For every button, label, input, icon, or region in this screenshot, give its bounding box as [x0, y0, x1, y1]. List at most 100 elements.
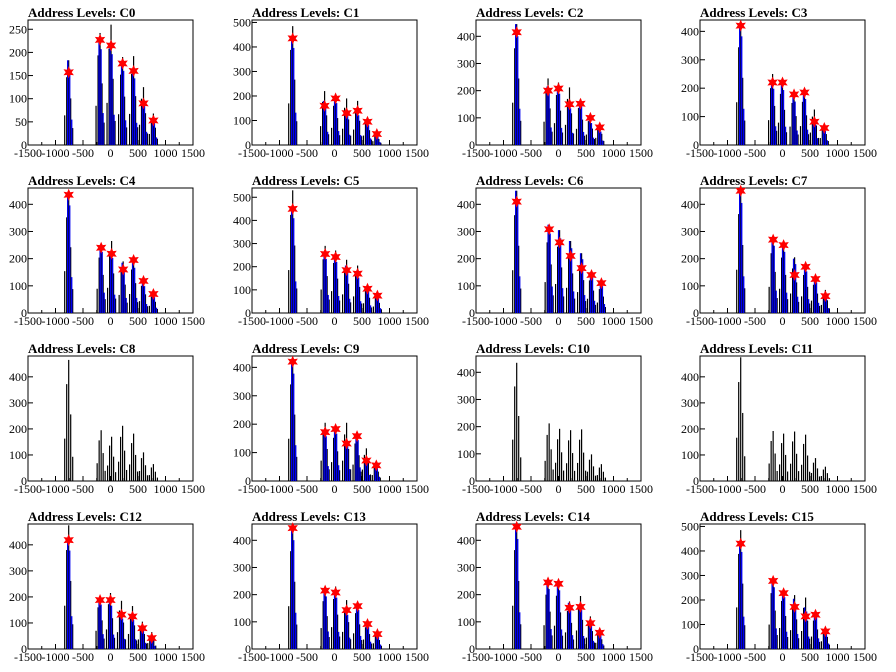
plot-frame — [475, 355, 642, 482]
peak-marker — [820, 290, 831, 303]
x-tick-label: 0 — [780, 650, 786, 664]
peak-marker — [820, 625, 831, 638]
peak-marker — [362, 115, 373, 128]
peak-marker — [63, 66, 74, 79]
x-tick-label: -1000 — [266, 314, 294, 328]
y-tick-label: 200 — [233, 417, 251, 431]
peak-marker — [542, 576, 554, 589]
peak-marker — [352, 600, 363, 613]
y-tick-label: 300 — [681, 396, 699, 410]
x-tick-label: -1500 — [462, 650, 490, 664]
x-tick-label: 500 — [577, 482, 595, 496]
peak-marker — [819, 121, 830, 134]
x-tick-label: -1500 — [238, 314, 266, 328]
x-tick-label: 1000 — [378, 482, 402, 496]
x-tick-label: 1500 — [181, 650, 205, 664]
histogram-panel: Address Levels: C6 0 100 200 300 400 -1500 -100… — [448, 168, 672, 336]
histogram-panel: Address Levels: C2 0 100 200 300 400 -1500 -100… — [448, 0, 672, 168]
x-tick-label: 1000 — [378, 146, 402, 160]
y-tick-label: 200 — [457, 84, 475, 98]
peak-group — [810, 458, 821, 481]
y-tick-label: 250 — [9, 22, 27, 36]
chart-title: Address Levels: C7 — [700, 173, 808, 188]
y-tick-label: 300 — [681, 568, 699, 582]
y-tick-label: 200 — [9, 45, 27, 59]
y-tick-label: 200 — [9, 252, 27, 266]
y-tick-label: 400 — [233, 40, 251, 54]
x-tick-label: -1500 — [14, 146, 42, 160]
peak-marker — [341, 107, 352, 120]
chart-title: Address Levels: C2 — [476, 5, 583, 20]
y-tick-label: 200 — [681, 422, 699, 436]
peak-marker — [330, 423, 341, 436]
x-tick-label: 500 — [353, 482, 371, 496]
x-tick-label: -1000 — [490, 482, 518, 496]
y-tick-label: 400 — [681, 544, 699, 558]
peak-marker — [594, 626, 605, 639]
y-tick-label: 300 — [233, 237, 251, 251]
peak-group — [820, 626, 830, 649]
peak-group — [138, 279, 149, 313]
peak-group — [95, 596, 105, 649]
peak-group — [768, 238, 778, 313]
y-tick-label: 200 — [233, 260, 251, 274]
y-tick-label: 100 — [233, 446, 251, 460]
peak-group — [64, 359, 74, 481]
peak-marker — [777, 76, 788, 89]
peak-marker — [511, 26, 522, 39]
peak-marker — [362, 618, 373, 630]
peak-marker — [95, 241, 107, 254]
peak-marker — [330, 586, 341, 599]
peak-marker — [372, 628, 383, 641]
peak-marker — [767, 233, 779, 246]
y-tick-label: 0 — [469, 138, 475, 152]
plot-frame — [699, 355, 866, 482]
peak-marker — [148, 287, 159, 300]
y-tick-label: 100 — [233, 283, 251, 297]
histogram-panel: Address Levels: C5 0 100 200 300 400 500 -1500-… — [224, 168, 448, 336]
peak-group — [138, 87, 149, 145]
peak-marker — [351, 430, 363, 443]
peak-group — [341, 422, 352, 481]
y-tick-label: 200 — [457, 252, 475, 266]
y-tick-label: 100 — [457, 615, 475, 629]
peak-marker — [63, 188, 74, 201]
peak-group — [288, 360, 298, 481]
y-tick-label: 300 — [457, 392, 475, 406]
x-tick-label: -1000 — [714, 482, 742, 496]
histogram-svg: Address Levels: C14 0 100 200 300 400 -1500 -10… — [457, 509, 653, 664]
x-tick-label: -500 — [520, 650, 542, 664]
peak-marker — [800, 260, 811, 273]
y-tick-label: 300 — [457, 56, 475, 70]
y-tick-label: 0 — [245, 474, 251, 488]
histogram-svg: Address Levels: C9 0 100 200 300 400 -1500 -100… — [233, 341, 429, 496]
peak-marker — [330, 250, 341, 263]
peak-marker — [128, 254, 139, 267]
x-tick-label: 1000 — [602, 482, 626, 496]
peak-group — [736, 530, 746, 649]
x-tick-label: -1000 — [42, 482, 70, 496]
x-tick-label: 0 — [780, 482, 786, 496]
histogram-svg: Address Levels: C11 0 100 200 300 400 -1500 -10… — [681, 341, 877, 496]
peak-marker — [800, 610, 811, 623]
peak-group — [577, 429, 587, 481]
peak-marker — [138, 274, 149, 287]
peak-group — [777, 81, 788, 145]
x-tick-label: 500 — [577, 314, 595, 328]
y-tick-label: 0 — [469, 306, 475, 320]
y-tick-label: 400 — [233, 213, 251, 227]
x-tick-label: -500 — [520, 482, 542, 496]
y-tick-label: 500 — [233, 15, 251, 29]
peak-marker — [148, 114, 159, 127]
peak-marker — [553, 577, 564, 590]
x-tick-label: -500 — [296, 650, 318, 664]
peak-marker — [564, 98, 575, 111]
peak-group — [96, 430, 106, 481]
peak-marker — [117, 263, 129, 276]
y-tick-label: 400 — [681, 197, 699, 211]
histogram-panel: Address Levels: C15 0 100 200 300 400 500 -1500… — [672, 504, 896, 672]
y-tick-label: 200 — [681, 593, 699, 607]
peak-marker — [576, 262, 587, 275]
chart-title: Address Levels: C11 — [700, 341, 813, 356]
peak-marker — [319, 99, 330, 112]
